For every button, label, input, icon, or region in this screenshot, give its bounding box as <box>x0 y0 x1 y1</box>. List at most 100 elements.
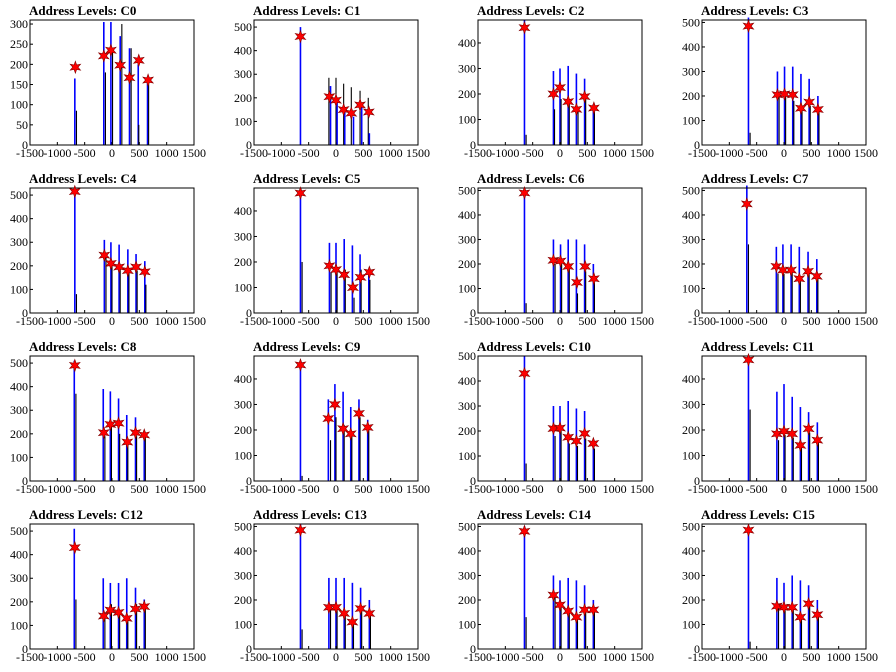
peak-marker <box>330 262 342 277</box>
peak-marker <box>518 524 531 539</box>
x-tick-label: -1500 <box>240 650 268 664</box>
x-tick-label: 1000 <box>827 650 851 664</box>
peak-marker <box>132 53 145 68</box>
subplot-title: Address Levels: C4 <box>29 171 137 186</box>
y-tick-label: 100 <box>234 114 252 128</box>
x-tick-label: -1000 <box>43 482 71 496</box>
peak-marker <box>104 43 117 58</box>
y-tick-label: 0 <box>694 642 700 656</box>
peak-marker <box>138 264 151 279</box>
subplot-title: Address Levels: C13 <box>253 507 367 522</box>
peak-marker <box>742 523 755 538</box>
peak-marker <box>98 248 111 263</box>
x-tick-label: -500 <box>298 146 320 160</box>
peak-marker <box>338 267 351 282</box>
y-tick-label: 400 <box>234 44 252 58</box>
x-tick-label: -1500 <box>464 146 492 160</box>
peak-marker <box>68 358 81 373</box>
x-tick-label: 1000 <box>827 146 851 160</box>
x-tick-label: 0 <box>109 146 115 160</box>
y-tick-label: 100 <box>682 617 700 631</box>
y-tick-label: 500 <box>682 15 700 29</box>
y-tick-label: 500 <box>10 188 28 202</box>
peak-marker <box>121 263 134 278</box>
peak-marker <box>562 94 575 109</box>
y-tick-label: 300 <box>458 399 476 413</box>
x-tick-label: 1000 <box>603 650 627 664</box>
y-tick-label: 500 <box>10 356 28 370</box>
y-tick-label: 200 <box>234 423 252 437</box>
peak-marker <box>354 601 367 616</box>
y-tick-label: 150 <box>10 78 28 92</box>
x-tick-label: 500 <box>802 482 820 496</box>
peak-marker <box>346 615 359 629</box>
peak-marker <box>547 253 560 268</box>
y-tick-label: 200 <box>10 57 28 71</box>
peak-marker <box>554 421 566 435</box>
y-tick-label: 400 <box>458 374 476 388</box>
x-tick-label: -1500 <box>16 650 44 664</box>
peak-marker <box>778 600 790 615</box>
x-tick-label: 500 <box>130 650 148 664</box>
y-tick-label: 200 <box>458 87 476 101</box>
y-tick-label: 200 <box>458 424 476 438</box>
peak-marker <box>786 426 799 441</box>
subplot: 0 100 200 300 400 500 -1500 -1000 -500 0 500 1000 15… <box>10 171 206 328</box>
peak-marker <box>786 87 799 102</box>
y-tick-label: 200 <box>10 427 28 441</box>
x-tick-label: 1000 <box>603 314 627 328</box>
x-tick-label: 1500 <box>182 482 206 496</box>
y-tick-label: 100 <box>234 617 252 631</box>
x-tick-label: -1500 <box>688 482 716 496</box>
x-tick-label: -500 <box>298 482 320 496</box>
x-tick-label: 1500 <box>406 482 430 496</box>
peak-marker <box>562 259 575 274</box>
y-tick-label: 200 <box>234 593 252 607</box>
peak-marker <box>330 600 342 615</box>
peak-marker <box>578 602 591 617</box>
y-tick-label: 300 <box>234 397 252 411</box>
peak-marker <box>129 425 142 440</box>
x-tick-label: 1000 <box>603 482 627 496</box>
x-tick-label: -1500 <box>464 650 492 664</box>
subplot: 0 100 200 300 400 -1500 -1000 -500 0 500 1000 1500 A… <box>234 339 430 496</box>
y-tick-label: 200 <box>682 257 700 271</box>
peak-marker <box>570 610 583 625</box>
peak-marker <box>802 421 815 436</box>
y-tick-label: 500 <box>458 183 476 197</box>
y-tick-label: 0 <box>470 306 476 320</box>
x-tick-label: 1500 <box>406 650 430 664</box>
x-tick-label: 0 <box>333 482 339 496</box>
peak-marker <box>97 425 110 440</box>
y-tick-label: 100 <box>682 281 700 295</box>
x-tick-label: -1500 <box>240 482 268 496</box>
x-tick-label: 0 <box>557 482 563 496</box>
x-tick-label: -500 <box>522 482 544 496</box>
subplot-title: Address Levels: C14 <box>477 507 591 522</box>
x-tick-label: -1500 <box>240 146 268 160</box>
x-tick-label: -1500 <box>16 482 44 496</box>
x-tick-label: 500 <box>578 314 596 328</box>
y-tick-label: 100 <box>458 112 476 126</box>
y-tick-label: 0 <box>22 306 28 320</box>
y-tick-label: 200 <box>458 593 476 607</box>
x-tick-label: -500 <box>746 314 768 328</box>
peak-marker <box>742 19 755 34</box>
x-tick-label: -1500 <box>240 314 268 328</box>
subplot: 0 100 200 300 400 500 -1500 -1000 -500 0 500 1000 15… <box>458 339 654 496</box>
subplot: 0 100 200 300 400 500 -1500 -1000 -500 0 500 1000 15… <box>234 507 430 664</box>
x-tick-label: -1000 <box>267 146 295 160</box>
subplot-title: Address Levels: C10 <box>477 339 591 354</box>
y-tick-label: 400 <box>234 544 252 558</box>
x-tick-label: -500 <box>746 650 768 664</box>
y-tick-label: 200 <box>10 259 28 273</box>
x-tick-label: -500 <box>522 146 544 160</box>
peak-marker <box>518 185 531 200</box>
peak-marker <box>811 433 824 448</box>
peak-marker <box>104 256 117 271</box>
peak-marker <box>352 406 365 421</box>
peak-marker <box>547 87 560 101</box>
x-tick-label: -1000 <box>715 314 743 328</box>
subplot: 0 100 200 300 400 500 -1500 -1000 -500 0 500 1000 15… <box>234 3 430 160</box>
subplot-title: Address Levels: C1 <box>253 3 360 18</box>
